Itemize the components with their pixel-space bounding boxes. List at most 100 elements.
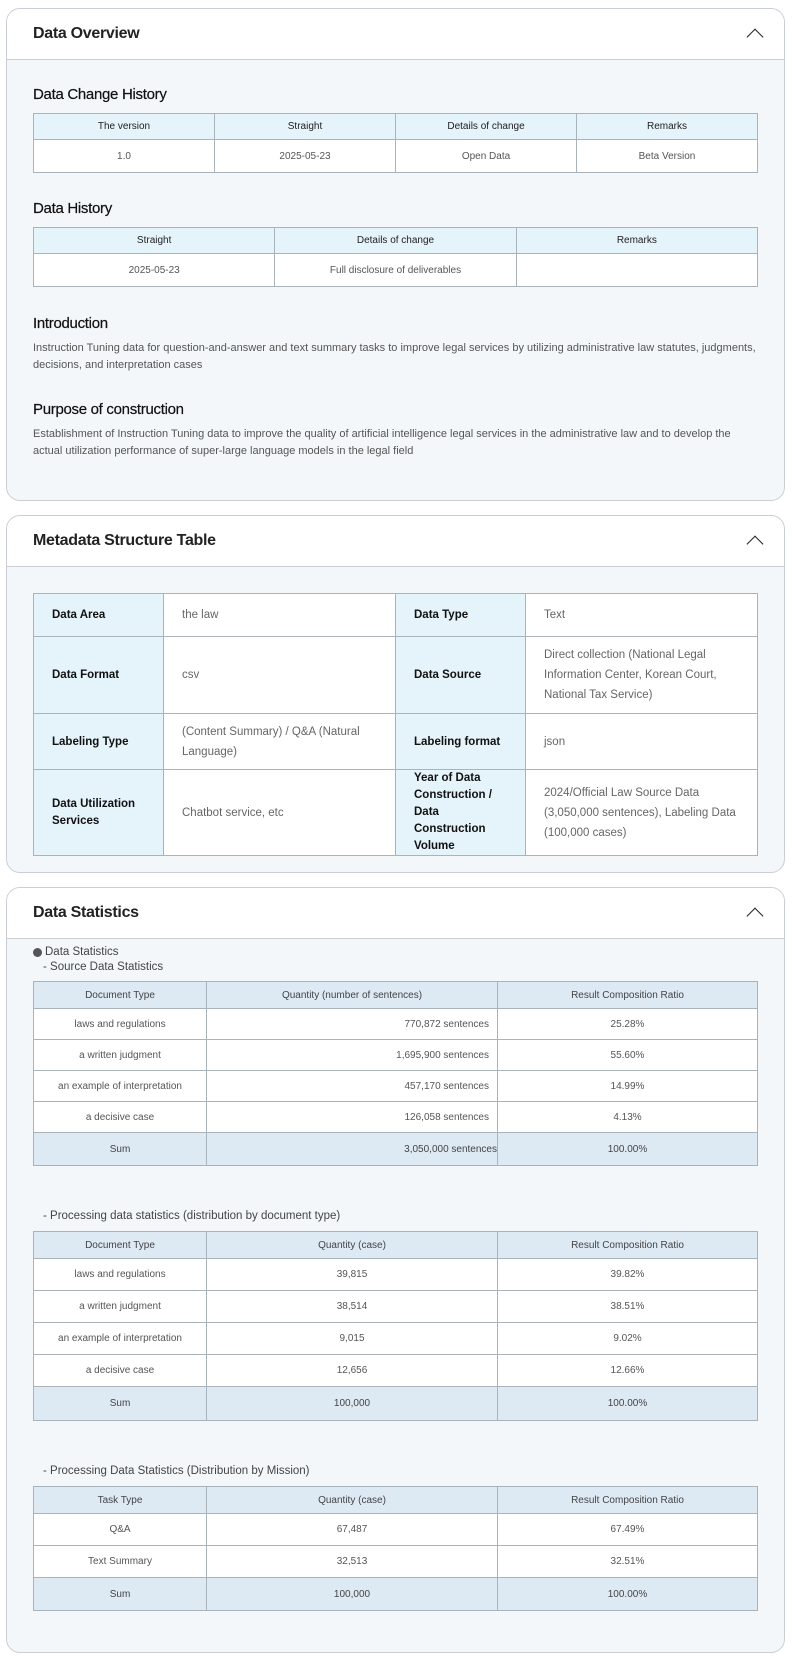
column-header: Document Type [33,981,207,1009]
cell [515,253,759,287]
column-header: Straight [214,113,396,140]
cell: 100,000 [206,1386,498,1421]
chevron-up-icon[interactable] [746,904,764,922]
change-history-title: Data Change History [33,86,167,103]
table-row: a written judgment 38,514 38.51% [33,1290,758,1323]
column-header: Result Composition Ratio [497,1486,758,1514]
statistics-bullet: Data Statistics [33,946,758,958]
table-row: an example of interpretation 457,170 sent… [33,1070,758,1102]
cell: 770,872 sentences [206,1008,498,1040]
by-doc-subtitle: - Processing data statistics (distributi… [43,1210,341,1222]
table-row: 1.0 2025-05-23 Open Data Beta Version [33,139,758,173]
sum-row: Sum 100,000 100.00% [33,1577,758,1611]
table-row: Text Summary 32,513 32.51% [33,1545,758,1578]
cell: 9.02% [497,1322,758,1355]
cell: a written judgment [33,1290,207,1323]
cell: 38.51% [497,1290,758,1323]
cell: 100.00% [497,1577,758,1611]
cell: 2025-05-23 [32,253,276,287]
meta-key: Data Type [395,593,526,637]
data-overview-header[interactable]: Data Overview [7,9,784,60]
meta-value: Text [525,593,758,637]
cell: a written judgment [33,1039,207,1071]
cell: Text Summary [33,1545,207,1578]
column-header: Details of change [395,113,577,140]
meta-key: Data Utilization Services [33,769,164,856]
cell: Beta Version [576,139,758,173]
table-row: Data Utilization Services Chatbot servic… [33,769,758,856]
statistics-header[interactable]: Data Statistics [7,888,784,939]
cell: Q&A [33,1513,207,1546]
cell: an example of interpretation [33,1322,207,1355]
table-row: a decisive case 126,058 sentences 4.13% [33,1101,758,1133]
meta-value: 2024/Official Law Source Data (3,050,000… [525,769,758,856]
column-header: Task Type [33,1486,207,1514]
cell: 1.0 [33,139,215,173]
meta-value: json [525,713,758,770]
panel-title: Data Overview [33,25,140,42]
column-header: Straight [32,227,276,254]
cell: 14.99% [497,1070,758,1102]
cell: 67,487 [206,1513,498,1546]
table-row: Data Area the law Data Type Text [33,593,758,637]
cell: laws and regulations [33,1008,207,1040]
meta-value: csv [163,636,396,714]
data-history-title: Data History [33,200,112,217]
cell: 3,050,000 sentences [206,1132,498,1166]
change-history-table: The version Straight Details of change R… [33,113,758,173]
table-row: Labeling Type (Content Summary) / Q&A (N… [33,713,758,770]
column-header: Document Type [33,1231,207,1259]
by-mission-subtitle: - Processing Data Statistics (Distributi… [43,1465,310,1477]
table-row: laws and regulations 770,872 sentences 25.… [33,1008,758,1040]
meta-key: Data Area [33,593,164,637]
meta-value: Chatbot service, etc [163,769,396,856]
cell: 32.51% [497,1545,758,1578]
purpose-title: Purpose of construction [33,401,184,418]
by-mission-statistics-table: Task Type Quantity (case) Result Composi… [33,1486,758,1611]
table-row: a decisive case 12,656 12.66% [33,1354,758,1387]
column-header: The version [33,113,215,140]
by-doc-statistics-table: Document Type Quantity (case) Result Com… [33,1231,758,1421]
metadata-table: Data Area the law Data Type Text Data Fo… [33,593,758,856]
cell: Open Data [395,139,577,173]
bullet-label: Data Statistics [45,946,119,958]
sum-row: Sum 3,050,000 sentences 100.00% [33,1132,758,1166]
chevron-up-icon[interactable] [746,532,764,550]
chevron-up-icon[interactable] [746,25,764,43]
meta-key: Labeling Type [33,713,164,770]
table-row: an example of interpretation 9,015 9.02% [33,1322,758,1355]
cell: Sum [33,1386,207,1421]
cell: 2025-05-23 [214,139,396,173]
cell: 12,656 [206,1354,498,1387]
column-header: Result Composition Ratio [497,1231,758,1259]
cell: 39,815 [206,1258,498,1291]
bullet-icon [33,947,42,957]
meta-value: (Content Summary) / Q&A (Natural Languag… [163,713,396,770]
cell: 67.49% [497,1513,758,1546]
cell: an example of interpretation [33,1070,207,1102]
data-history-table: Straight Details of change Remarks 2025-… [32,227,759,287]
cell: 9,015 [206,1322,498,1355]
cell: 25.28% [497,1008,758,1040]
meta-key: Labeling format [395,713,526,770]
meta-value: the law [163,593,396,637]
introduction-text: Instruction Tuning data for question-and… [33,342,756,371]
column-header: Remarks [576,113,758,140]
data-overview-panel: Data Overview Data Change History The ve… [6,8,785,501]
column-header: Remarks [515,227,759,254]
source-statistics-table: Document Type Quantity (number of senten… [33,981,758,1166]
meta-key: Data Source [395,636,526,714]
table-row: Q&A 67,487 67.49% [33,1513,758,1546]
column-header: Details of change [274,227,517,254]
cell: a decisive case [33,1354,207,1387]
table-row: a written judgment 1,695,900 sentences 55.… [33,1039,758,1071]
purpose-text: Establishment of Instruction Tuning data… [33,428,731,457]
table-row: 2025-05-23 Full disclosure of deliverabl… [32,253,759,287]
column-header: Quantity (number of sentences) [206,981,498,1009]
table-row: laws and regulations 39,815 39.82% [33,1258,758,1291]
cell: 100,000 [206,1577,498,1611]
cell: 4.13% [497,1101,758,1133]
introduction-title: Introduction [33,315,108,332]
meta-key: Data Format [33,636,164,714]
metadata-header[interactable]: Metadata Structure Table [7,516,784,567]
